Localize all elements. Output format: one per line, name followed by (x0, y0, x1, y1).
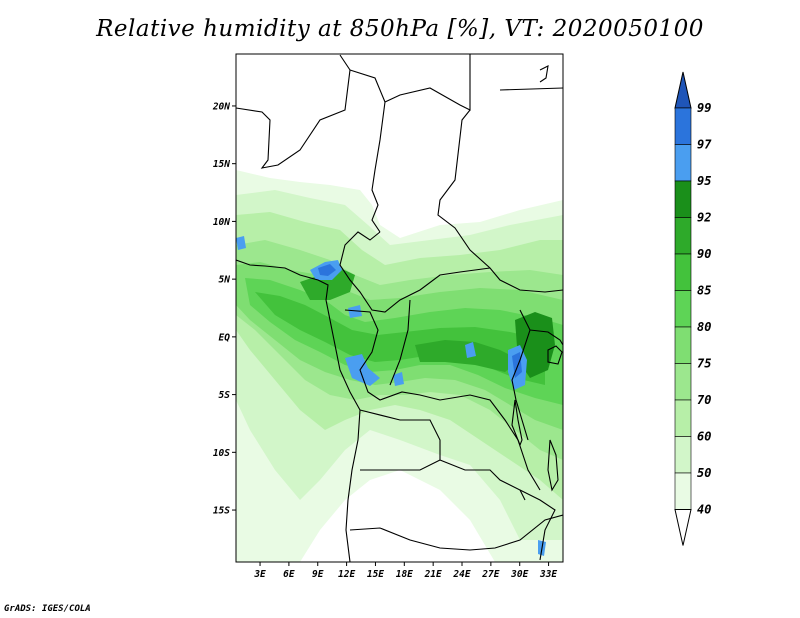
lat-tick-label: 20N (212, 101, 230, 112)
rh-region-97-99b (512, 352, 522, 378)
border-north-5 (499, 87, 563, 91)
colorbar-bottom-triangle (674, 509, 692, 546)
border-central-3 (389, 299, 411, 386)
rh-region-95-97c (345, 354, 380, 386)
border-south-2 (360, 459, 441, 471)
colorbar-bin (674, 290, 692, 328)
colorbar-label: 60 (697, 430, 711, 444)
colorbar-bin (674, 180, 692, 218)
border-north-2 (349, 69, 386, 233)
lat-tick-label: 5N (219, 275, 231, 286)
colorbar-label: 50 (697, 466, 711, 480)
colorbar-bin (674, 144, 692, 182)
coastline-west (236, 259, 361, 562)
colorbar-label: 95 (697, 174, 711, 188)
humidity-shading (236, 170, 563, 562)
colorbar-label: 99 (697, 101, 711, 115)
colorbar-bin (674, 253, 692, 291)
latitude-axis: 20N 15N 10N 5N EQ 5S 10S 15S (212, 101, 236, 517)
map-title: Relative humidity at 850hPa [%], VT: 202… (96, 16, 704, 42)
lon-tick-label: 27E (481, 569, 499, 580)
lon-tick-label: 18E (396, 569, 413, 580)
lat-tick-label: 10N (213, 217, 230, 228)
longitude-axis: 3E 6E 9E 12E 15E 18E 21E 24E 27E 30E 33E (253, 562, 557, 580)
rh-region-90-92 (300, 268, 355, 300)
colorbar-label: 75 (697, 357, 711, 371)
lake-tanganyika (511, 399, 523, 447)
border-east-2 (529, 329, 563, 346)
colorbar-bin (674, 107, 692, 145)
colorbar-bin (674, 326, 692, 364)
lon-tick-label: 30E (510, 569, 528, 580)
lon-tick-label: 6E (283, 569, 295, 580)
lon-tick-label: 12E (338, 569, 355, 580)
lat-tick-label: 15S (213, 506, 230, 517)
lon-tick-label: 21E (424, 569, 442, 580)
lon-tick-label: 33E (539, 569, 557, 580)
lat-tick-label: 5S (219, 390, 231, 401)
rh-region-95-97f (465, 342, 476, 358)
rh-region-95-97b (348, 305, 362, 318)
colorbar-bin (674, 217, 692, 255)
colorbar-bin (674, 399, 692, 437)
colorbar: 99 97 95 92 90 85 80 75 70 60 50 40 (674, 71, 712, 546)
lat-tick-label: 15N (213, 159, 230, 170)
lon-tick-label: 15E (367, 569, 384, 580)
border-central-2 (344, 309, 541, 491)
lon-tick-label: 3E (253, 569, 266, 580)
map-frame (235, 53, 564, 563)
colorbar-label: 80 (697, 320, 711, 334)
colorbar-bin (674, 472, 692, 510)
grads-credit: GrADS: IGES/COLA (4, 604, 91, 614)
lat-tick-label: 10S (213, 448, 230, 459)
coast-detail-north (539, 65, 549, 83)
border-north-1 (236, 54, 351, 169)
colorbar-label: 90 (697, 247, 711, 261)
border-central-1 (339, 231, 491, 313)
colorbar-top-triangle (674, 71, 692, 109)
border-south-3 (349, 514, 563, 551)
rh-region-95-97e (393, 372, 404, 386)
rh-region-97-99 (318, 264, 336, 276)
colorbar-bin (674, 363, 692, 401)
colorbar-label: 70 (697, 393, 711, 407)
colorbar-label: 92 (697, 211, 711, 225)
colorbar-label: 97 (697, 138, 712, 152)
colorbar-label: 40 (697, 503, 711, 517)
border-south-4 (519, 489, 556, 561)
lon-tick-label: 24E (452, 569, 470, 580)
lat-tick-label: EQ (219, 332, 231, 343)
border-south-1 (359, 409, 526, 501)
colorbar-bin (674, 436, 692, 474)
border-north-4 (437, 109, 563, 293)
lake-victoria (547, 345, 563, 365)
lake-malawi (547, 439, 559, 492)
border-north-3 (384, 54, 471, 111)
map-boundaries (236, 54, 563, 562)
rh-region-95-97h (236, 236, 246, 250)
colorbar-label: 85 (697, 284, 711, 298)
lon-tick-label: 9E (312, 569, 324, 580)
